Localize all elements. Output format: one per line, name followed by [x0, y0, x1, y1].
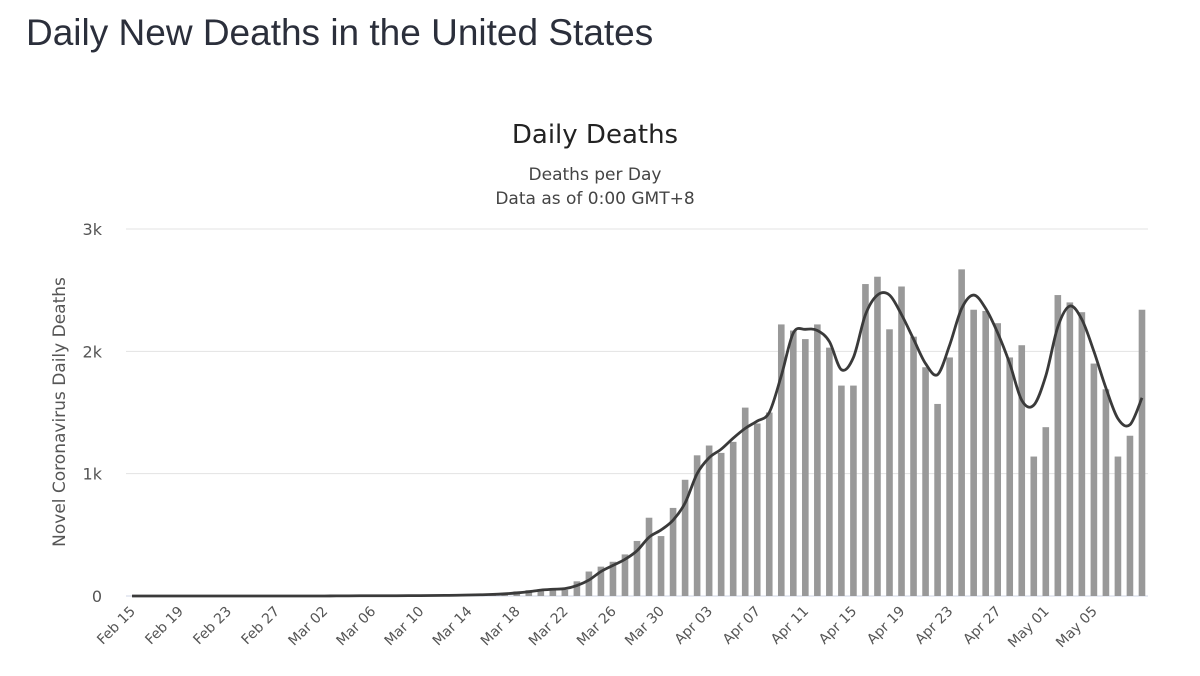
x-tick-label: May 05	[1053, 604, 1101, 652]
x-tick-label: Apr 15	[816, 604, 860, 648]
bar	[922, 367, 929, 596]
bar	[753, 423, 761, 596]
y-tick-label: 2k	[83, 342, 103, 361]
bars	[309, 269, 1146, 596]
bar	[1054, 295, 1062, 596]
bar	[777, 324, 785, 596]
bar	[1126, 435, 1134, 596]
bar	[1102, 389, 1110, 596]
bar	[910, 336, 917, 596]
bar	[1006, 357, 1014, 596]
x-tick-label: Apr 07	[720, 604, 764, 648]
bar	[621, 554, 629, 596]
x-tick-label: Mar 22	[526, 604, 572, 650]
bar	[609, 561, 617, 596]
bar	[597, 566, 605, 596]
y-tick-labels: 0 1k 2k 3k	[83, 220, 103, 606]
x-tick-label: Mar 18	[478, 604, 524, 650]
bar	[573, 581, 581, 596]
x-tick-label: Mar 14	[430, 603, 476, 649]
bar	[705, 445, 713, 596]
page-title: Daily New Deaths in the United States	[26, 12, 654, 53]
bar	[1066, 302, 1074, 596]
bar	[561, 589, 569, 596]
bar	[633, 540, 641, 596]
bar	[814, 324, 821, 596]
x-tick-label: Mar 02	[285, 604, 331, 650]
bar	[681, 479, 689, 596]
chart-title: Daily Deaths	[512, 120, 678, 150]
bar	[886, 329, 893, 596]
bar	[934, 403, 941, 596]
bar	[657, 536, 665, 596]
x-tick-label: Feb 23	[190, 604, 235, 649]
x-tick-label: Feb 19	[142, 604, 187, 649]
bar	[585, 571, 593, 596]
bar	[717, 452, 725, 596]
bar	[970, 309, 977, 596]
chart-subtitle-line-1: Deaths per Day	[529, 165, 662, 185]
bar	[729, 441, 737, 596]
bar	[898, 286, 905, 596]
bar	[862, 284, 869, 596]
bar	[1042, 427, 1050, 596]
bar	[537, 589, 545, 596]
x-tick-label: May 01	[1005, 604, 1053, 652]
bar	[1030, 456, 1038, 596]
x-tick-labels: Feb 15 Feb 19 Feb 23 Feb 27 Mar 02 Mar 06 Mar …	[94, 603, 1100, 651]
chart-subtitle-line-2: Data as of 0:00 GMT+8	[495, 189, 694, 209]
x-tick-label: Apr 27	[960, 604, 1004, 648]
bar	[1018, 345, 1026, 596]
x-tick-label: Mar 30	[622, 604, 668, 650]
bar	[826, 347, 833, 596]
x-tick-label: Apr 03	[672, 604, 716, 648]
bar	[645, 517, 653, 596]
bar	[802, 339, 809, 596]
bar	[765, 412, 773, 596]
x-tick-label: Mar 06	[334, 603, 380, 649]
bar	[549, 588, 557, 596]
y-tick-label: 3k	[83, 220, 103, 239]
bar	[874, 276, 881, 596]
bar	[1090, 363, 1098, 596]
x-tick-label: Feb 27	[239, 604, 284, 649]
bar	[1114, 456, 1122, 596]
bar	[946, 357, 953, 596]
x-tick-label: Apr 19	[864, 604, 908, 648]
x-tick-label: Mar 10	[382, 604, 428, 650]
bar	[958, 269, 965, 596]
bar	[790, 330, 797, 596]
bar	[741, 407, 749, 596]
y-tick-label: 1k	[83, 465, 103, 484]
bar	[994, 323, 1002, 596]
x-tick-label: Apr 23	[912, 604, 956, 648]
bar	[850, 385, 857, 596]
trend-line-group	[132, 291, 1144, 598]
y-axis-label: Novel Coronavirus Daily Deaths	[50, 277, 70, 547]
bar	[838, 385, 845, 596]
bar	[1138, 309, 1146, 596]
bar	[669, 507, 677, 596]
bar	[1078, 312, 1086, 596]
bar	[982, 310, 989, 596]
trend-line	[132, 291, 1144, 598]
bar	[693, 455, 701, 596]
x-tick-label: Mar 26	[574, 603, 620, 649]
y-tick-label: 0	[92, 587, 102, 606]
x-tick-label: Apr 11	[768, 604, 812, 648]
x-tick-label: Feb 15	[94, 604, 139, 649]
